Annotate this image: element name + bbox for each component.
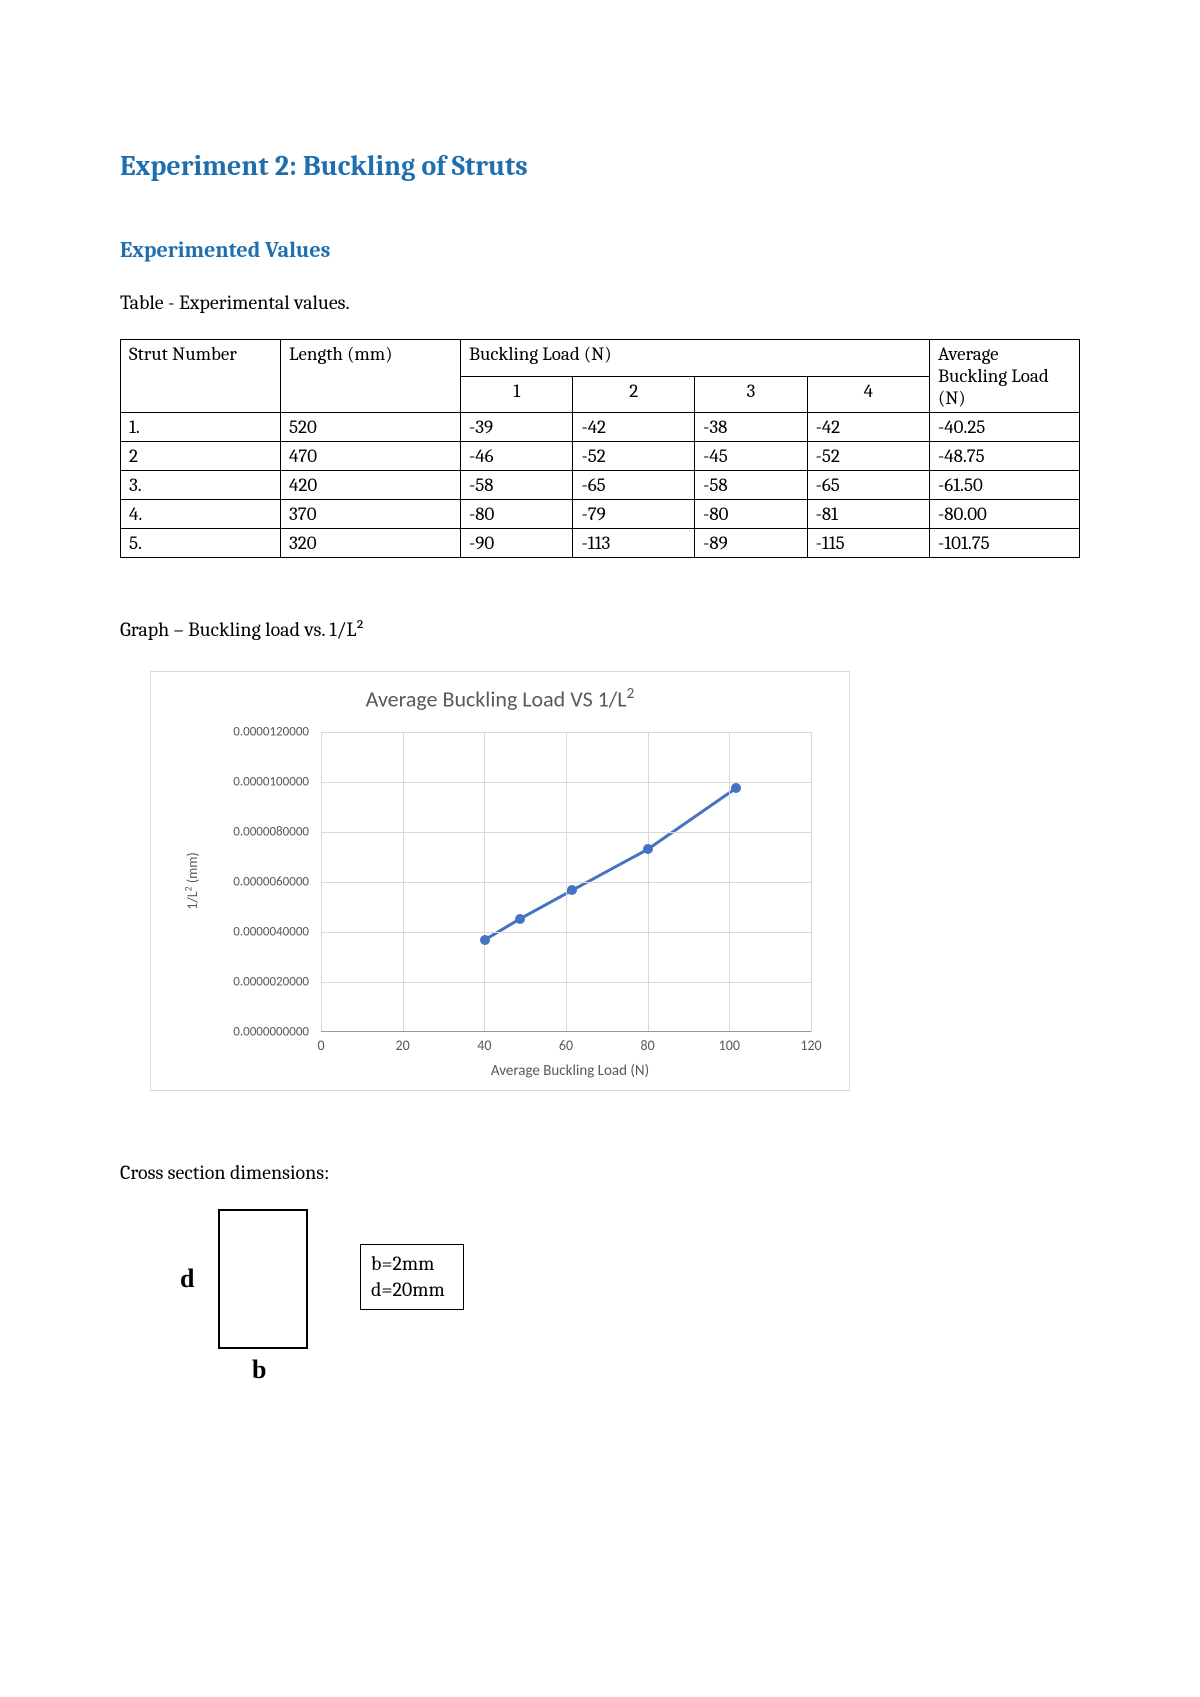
table-row: 4.370-80-79-80-81-80.00 — [121, 500, 1080, 529]
xtick-label: 120 — [800, 1037, 821, 1054]
dim-b: b=2mm — [371, 1251, 445, 1277]
table-cell: 520 — [281, 413, 461, 442]
chart-marker — [515, 914, 525, 924]
table-row: 2470-46-52-45-52-48.75 — [121, 442, 1080, 471]
trial-2: 2 — [573, 376, 695, 413]
cross-section-label: Cross section dimensions: — [120, 1161, 1080, 1184]
table-cell: -58 — [461, 471, 573, 500]
gridline — [321, 732, 811, 733]
trial-1: 1 — [461, 376, 573, 413]
table-cell: 1. — [121, 413, 281, 442]
table-cell: -80.00 — [930, 500, 1080, 529]
xtick-label: 20 — [396, 1037, 410, 1054]
gridline — [811, 732, 812, 1032]
xtick-label: 80 — [641, 1037, 655, 1054]
table-cell: -58 — [695, 471, 807, 500]
table-cell: -52 — [573, 442, 695, 471]
chart-title: Average Buckling Load VS 1/L2 — [151, 672, 849, 712]
section-heading: Experimented Values — [120, 237, 1080, 263]
table-cell: -39 — [461, 413, 573, 442]
table-cell: -48.75 — [930, 442, 1080, 471]
page-title: Experiment 2: Buckling of Struts — [120, 150, 1080, 182]
xtick-label: 60 — [559, 1037, 573, 1054]
table-cell: 420 — [281, 471, 461, 500]
plot-area — [321, 732, 811, 1032]
table-cell: 320 — [281, 529, 461, 558]
xtick-label: 100 — [719, 1037, 740, 1054]
chart-title-text: Average Buckling Load VS 1/L — [366, 685, 627, 712]
table-row: 1.520-39-42-38-42-40.25 — [121, 413, 1080, 442]
graph-caption: Graph – Buckling load vs. 1/L² — [120, 618, 1080, 641]
table-cell: 2 — [121, 442, 281, 471]
table-cell: -45 — [695, 442, 807, 471]
table-cell: -80 — [461, 500, 573, 529]
ytick-label: 0.0000120000 — [189, 725, 309, 740]
table-cell: 4. — [121, 500, 281, 529]
table-cell: -40.25 — [930, 413, 1080, 442]
rect-shape — [218, 1209, 308, 1349]
table-cell: -81 — [807, 500, 929, 529]
xtick-label: 0 — [317, 1037, 324, 1054]
table-cell: -46 — [461, 442, 573, 471]
ytick-label: 0.0000080000 — [189, 825, 309, 840]
ytick-label: 0.0000060000 — [189, 875, 309, 890]
ytick-label: 0.0000020000 — [189, 975, 309, 990]
chart-marker — [731, 783, 741, 793]
col-strut: Strut Number — [121, 340, 281, 413]
col-length: Length (mm) — [281, 340, 461, 413]
table-cell: -113 — [573, 529, 695, 558]
experimental-table: Strut Number Length (mm) Buckling Load (… — [120, 339, 1080, 558]
chart-container: Average Buckling Load VS 1/L2 1/L2 (mm) … — [150, 671, 850, 1091]
x-axis — [321, 1031, 811, 1032]
chart-marker — [480, 935, 490, 945]
chart-marker — [567, 885, 577, 895]
table-cell: 470 — [281, 442, 461, 471]
cross-section-rect: d b — [180, 1209, 320, 1389]
trial-4: 4 — [807, 376, 929, 413]
table-cell: -90 — [461, 529, 573, 558]
table-cell: -79 — [573, 500, 695, 529]
col-load: Buckling Load (N) — [461, 340, 930, 377]
table-cell: 370 — [281, 500, 461, 529]
table-cell: -65 — [807, 471, 929, 500]
chart-title-sup: 2 — [627, 684, 635, 703]
dimensions-box: b=2mm d=20mm — [360, 1244, 464, 1310]
gridline — [321, 932, 811, 933]
table-cell: -89 — [695, 529, 807, 558]
label-d: d — [180, 1264, 194, 1294]
gridline — [321, 832, 811, 833]
ytick-label: 0.0000040000 — [189, 925, 309, 940]
chart-marker — [643, 844, 653, 854]
table-header-row: Strut Number Length (mm) Buckling Load (… — [121, 340, 1080, 377]
table-cell: -52 — [807, 442, 929, 471]
table-cell: 3. — [121, 471, 281, 500]
ytick-label: 0.0000100000 — [189, 775, 309, 790]
table-row: 3.420-58-65-58-65-61.50 — [121, 471, 1080, 500]
gridline — [321, 982, 811, 983]
table-cell: -61.50 — [930, 471, 1080, 500]
table-cell: -101.75 — [930, 529, 1080, 558]
gridline — [321, 882, 811, 883]
table-cell: -42 — [807, 413, 929, 442]
trial-3: 3 — [695, 376, 807, 413]
table-cell: -115 — [807, 529, 929, 558]
table-cell: -65 — [573, 471, 695, 500]
col-avg: Average Buckling Load (N) — [930, 340, 1080, 413]
table-cell: -80 — [695, 500, 807, 529]
cross-section-diagram: d b b=2mm d=20mm — [180, 1209, 1080, 1389]
table-cell: 5. — [121, 529, 281, 558]
table-caption: Table - Experimental values. — [120, 291, 1080, 314]
table-row: 5.320-90-113-89-115-101.75 — [121, 529, 1080, 558]
table-cell: -38 — [695, 413, 807, 442]
label-b: b — [252, 1355, 266, 1385]
chart-xlabel: Average Buckling Load (N) — [151, 1062, 849, 1080]
table-cell: -42 — [573, 413, 695, 442]
dim-d: d=20mm — [371, 1277, 445, 1303]
ytick-label: 0.0000000000 — [189, 1025, 309, 1040]
xtick-label: 40 — [477, 1037, 491, 1054]
